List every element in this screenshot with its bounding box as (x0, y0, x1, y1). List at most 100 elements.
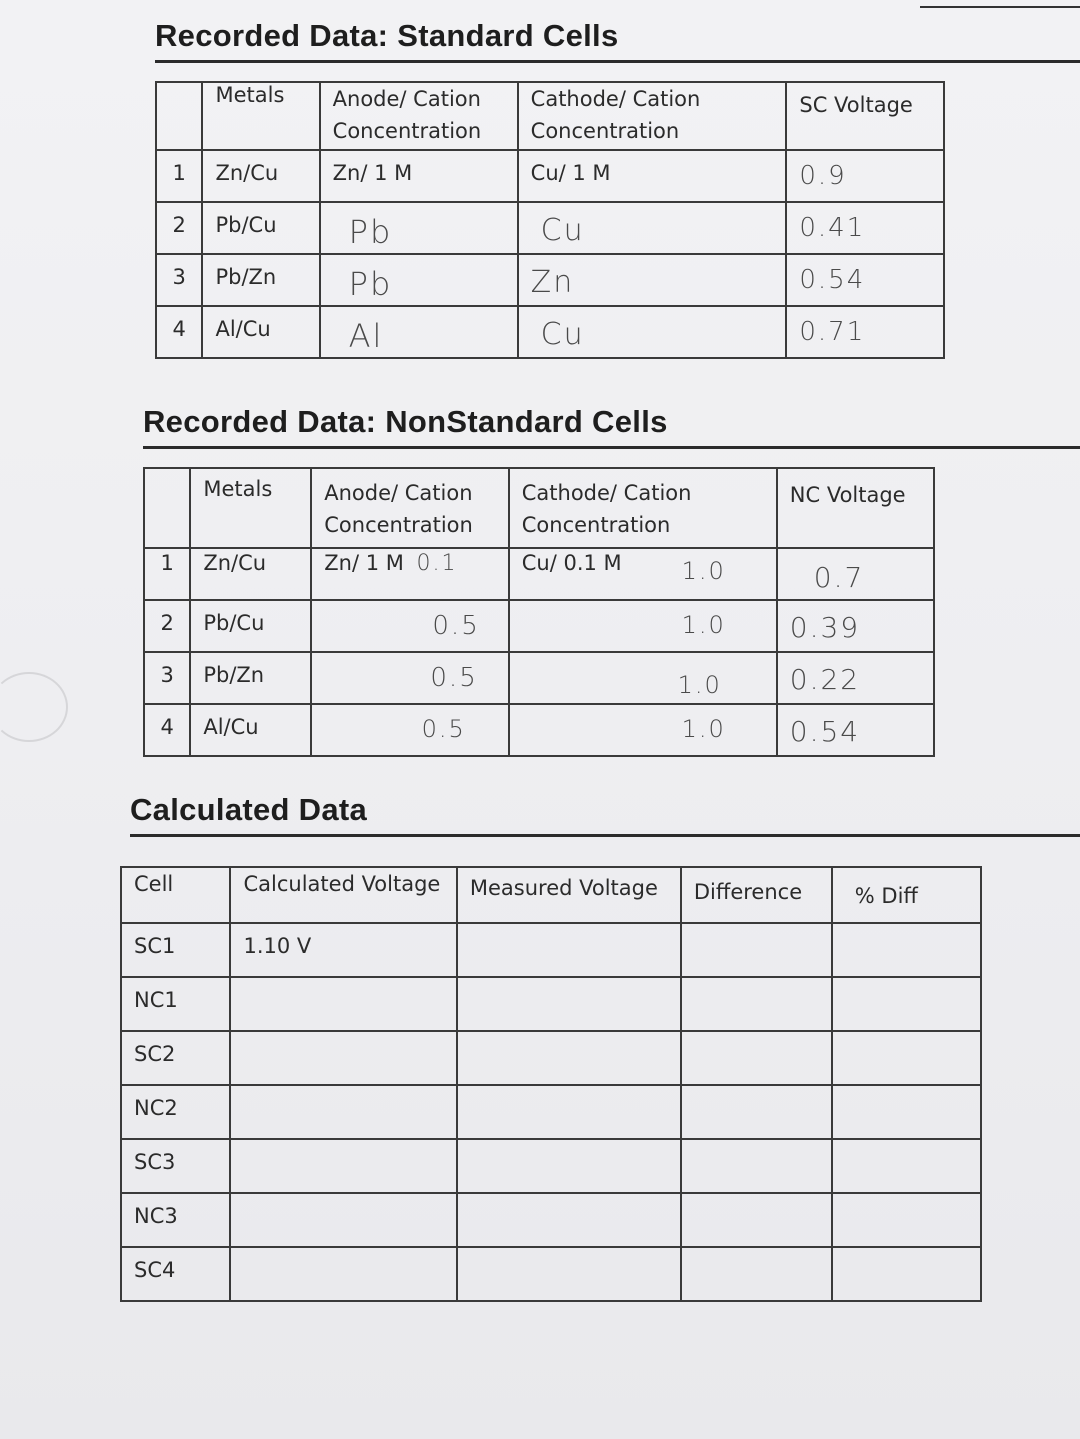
cell-label: SC2 (119, 1030, 232, 1086)
cathode-cell: Zn (516, 253, 788, 307)
cathode-handwritten: 1.0 (507, 651, 778, 705)
header-cathode-line1: Cathode/ Cation (530, 87, 701, 111)
header-voltage-label: NC Voltage (789, 483, 906, 507)
percent-diff-value (830, 1246, 983, 1302)
calculated-data-rule (130, 834, 1080, 837)
header-anode-line1: Anode/ Cation (324, 481, 473, 505)
anode-cell: Al (318, 305, 519, 359)
header-calculated-voltage: Calculated Voltage (229, 866, 458, 924)
difference-value (679, 1030, 833, 1086)
table-row: SC2 (119, 1030, 983, 1086)
table-row: 3 Pb/Zn Pb Zn 0.54 (154, 253, 945, 307)
cathode-printed: Cu/ 0.1 M (521, 551, 622, 575)
anode-cell: Pb (318, 253, 519, 307)
measured-voltage-value (455, 1030, 682, 1086)
standard-cells-section: Recorded Data: Standard Cells Metals Ano… (154, 18, 1080, 359)
table-row: NC3 (119, 1192, 983, 1248)
nonstandard-cells-table: Metals Anode/ Cation Concentration Catho… (142, 467, 936, 757)
header-cathode-line2: Concentration (530, 119, 680, 143)
nonstandard-cells-title: Recorded Data: NonStandard Cells (143, 404, 668, 439)
row-number: 4 (142, 703, 192, 757)
header-cathode-line1: Cathode/ Cation (521, 481, 692, 505)
cell-label: NC3 (119, 1192, 232, 1248)
metals-cell: Zn/Cu (201, 149, 321, 203)
header-anode-line2: Concentration (324, 513, 473, 537)
header-cathode-line2: Concentration (521, 513, 671, 537)
table-row: 4 Al/Cu 0.5 1.0 0.54 (142, 703, 936, 757)
header-voltage: NC Voltage (775, 467, 936, 549)
header-index-cell (154, 81, 204, 151)
table-row: 2 Pb/Cu 0.5 1.0 0.39 (142, 599, 936, 653)
measured-voltage-value (455, 976, 682, 1032)
header-anode: Anode/ Cation Concentration (310, 467, 510, 549)
cell-label: SC3 (119, 1138, 232, 1194)
calculated-voltage-value (229, 976, 458, 1032)
anode-printed: Zn/ 1 M (324, 551, 404, 575)
metals-cell: Al/Cu (189, 703, 313, 757)
calculated-voltage-value (229, 1246, 458, 1302)
header-metals: Metals (201, 81, 321, 151)
percent-diff-value (830, 1030, 983, 1086)
row-number: 2 (142, 599, 192, 653)
row-number: 1 (154, 149, 204, 203)
metals-cell: Pb/Zn (201, 253, 321, 307)
cell-label: NC1 (119, 976, 232, 1032)
calculated-data-table: Cell Calculated Voltage Measured Voltage… (119, 866, 983, 1302)
cathode-cell: Cu/ 1 M (516, 149, 788, 203)
table-row: 1 Zn/Cu Zn/ 1 M Cu/ 1 M 0.9 (154, 149, 945, 203)
row-number: 3 (154, 253, 204, 307)
header-metals-label: Metals (203, 477, 273, 501)
table-row: SC1 1.10 V (119, 922, 983, 978)
voltage-cell: 0.9 (785, 149, 945, 203)
nonstandard-cells-rule (143, 446, 1080, 449)
voltage-cell: 0.54 (785, 253, 945, 307)
cell-label: SC1 (119, 922, 232, 978)
difference-value (679, 922, 833, 978)
calculated-voltage-value (229, 1138, 458, 1194)
anode-cell: Pb (318, 201, 519, 255)
voltage-cell: 0.41 (785, 201, 945, 255)
header-anode-line1: Anode/ Cation (332, 87, 481, 111)
table-row: 3 Pb/Zn 0.5 1.0 0.22 (142, 651, 936, 705)
table-header-row: Cell Calculated Voltage Measured Voltage… (119, 866, 983, 924)
row-number: 2 (154, 201, 204, 255)
percent-diff-value (830, 1192, 983, 1248)
calculated-voltage-value: 1.10 V (229, 922, 458, 978)
header-index-cell (142, 467, 192, 549)
cathode-cell: Cu/ 0.1 M 1.0 (507, 547, 778, 601)
cathode-cell: Cu (516, 201, 788, 255)
percent-diff-value (830, 1138, 983, 1194)
cathode-handwritten: 1.0 (507, 703, 778, 757)
header-percent-diff: % Diff (830, 866, 983, 924)
difference-value (679, 1084, 833, 1140)
header-cathode: Cathode/ Cation Concentration (507, 467, 778, 549)
anode-handwritten: 0.5 (310, 599, 510, 653)
header-anode: Anode/ Cation Concentration (318, 81, 519, 151)
header-metals-label: Metals (215, 83, 285, 107)
standard-cells-rule (155, 60, 1080, 63)
metals-cell: Pb/Cu (189, 599, 313, 653)
measured-voltage-value (455, 1246, 682, 1302)
standard-cells-table: Metals Anode/ Cation Concentration Catho… (154, 81, 945, 359)
calculated-data-section: Calculated Data (130, 792, 1080, 855)
cathode-handwritten: 1.0 (681, 557, 726, 585)
header-metals: Metals (189, 467, 313, 549)
table-row: 4 Al/Cu Al Cu 0.71 (154, 305, 945, 359)
measured-voltage-value (455, 1084, 682, 1140)
nonstandard-cells-section: Recorded Data: NonStandard Cells Metals … (142, 404, 1080, 757)
measured-voltage-value (455, 1138, 682, 1194)
voltage-cell: 0.39 (775, 599, 936, 653)
table-row: 2 Pb/Cu Pb Cu 0.41 (154, 201, 945, 255)
header-voltage-label: SC Voltage (799, 93, 913, 117)
metals-cell: Al/Cu (201, 305, 321, 359)
anode-handwritten: 0.5 (310, 703, 510, 757)
calculated-voltage-value (229, 1192, 458, 1248)
cathode-handwritten: 1.0 (507, 599, 778, 653)
voltage-cell: 0.22 (775, 651, 936, 705)
table-row: NC1 (119, 976, 983, 1032)
table-header-row: Metals Anode/ Cation Concentration Catho… (142, 467, 936, 549)
standard-cells-title: Recorded Data: Standard Cells (155, 18, 619, 53)
percent-diff-value (830, 976, 983, 1032)
header-cathode: Cathode/ Cation Concentration (516, 81, 788, 151)
table-row: SC3 (119, 1138, 983, 1194)
